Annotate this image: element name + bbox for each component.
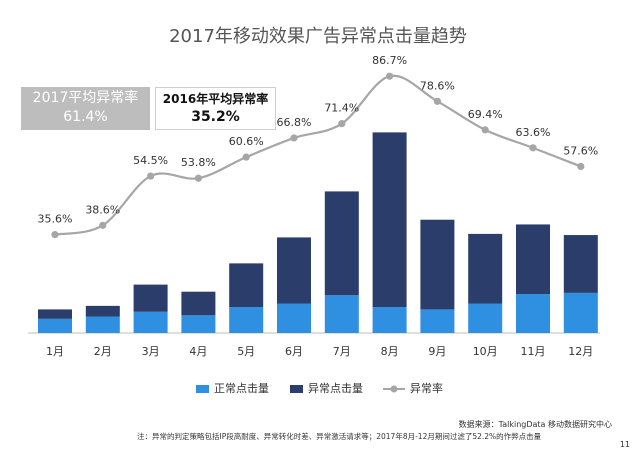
rate-label-6: 66.8% <box>277 116 312 129</box>
rate-label-7: 71.4% <box>324 102 359 115</box>
avg-2017-label: 2017平均异常率 <box>32 90 139 106</box>
bar-normal-10 <box>468 303 503 333</box>
bar-abnormal-2 <box>85 305 120 317</box>
rate-label-12: 57.6% <box>563 144 598 157</box>
x-tick-5: 5月 <box>237 345 255 358</box>
bar-normal-12 <box>563 292 598 333</box>
rate-label-11: 63.6% <box>516 126 551 139</box>
bar-abnormal-10 <box>468 233 503 304</box>
rate-point-3 <box>147 172 155 180</box>
bar-normal-8 <box>372 307 407 333</box>
bar-normal-4 <box>181 315 216 333</box>
x-tick-10: 10月 <box>473 345 498 358</box>
page-number: 11 <box>619 440 630 449</box>
legend-abnormal-label: 异常点击量 <box>308 382 363 395</box>
bars-group <box>38 132 598 333</box>
x-tick-3: 3月 <box>142 345 160 358</box>
rate-label-8: 86.7% <box>372 54 407 67</box>
bar-abnormal-12 <box>563 235 598 293</box>
note-text: 注：异常的判定策略包括IP段高耐度、异常转化时差、异常激活请求等；2017年8月… <box>137 432 542 441</box>
x-tick-1: 1月 <box>46 345 64 358</box>
x-tick-9: 9月 <box>428 345 446 358</box>
rate-label-3: 54.5% <box>133 154 168 167</box>
bar-abnormal-7 <box>324 191 359 296</box>
line-group: 35.6% 38.6% 54.5% 53.8% 60.6% 66.8% 71.4% 86.7%… <box>38 54 598 239</box>
x-tick-4: 4月 <box>189 345 207 358</box>
avg-2017-value: 61.4% <box>63 109 108 125</box>
avg-2017-box: 2017平均异常率 61.4% <box>21 87 150 130</box>
x-tick-6: 6月 <box>285 345 303 358</box>
chart-title: 2017年移动效果广告异常点击量趋势 <box>169 26 467 47</box>
rate-point-10 <box>481 126 489 134</box>
legend: 正常点击量 异常点击量 异常率 <box>196 381 443 395</box>
legend-rate-label: 异常率 <box>410 381 443 395</box>
x-tick-8: 8月 <box>381 345 399 358</box>
bar-abnormal-9 <box>420 219 455 310</box>
rate-point-4 <box>194 174 202 182</box>
rate-point-12 <box>577 162 585 171</box>
bar-normal-7 <box>324 295 359 333</box>
bar-normal-6 <box>277 303 311 333</box>
rate-point-7 <box>338 120 346 128</box>
rate-label-2: 38.6% <box>85 203 120 216</box>
rate-label-9: 78.6% <box>420 79 455 92</box>
bar-abnormal-5 <box>229 263 264 308</box>
rate-point-8 <box>386 72 394 80</box>
rate-point-1 <box>51 231 59 239</box>
bar-abnormal-11 <box>516 224 550 295</box>
legend-abnormal-swatch <box>290 385 303 393</box>
bar-abnormal-6 <box>277 237 311 304</box>
rate-label-5: 60.6% <box>229 135 264 148</box>
avg-2016-value: 35.2% <box>191 109 240 125</box>
bar-abnormal-4 <box>181 291 216 316</box>
rate-point-5 <box>242 153 250 161</box>
x-tick-2: 2月 <box>94 345 112 358</box>
rate-label-10: 69.4% <box>468 108 503 121</box>
rate-point-2 <box>99 221 107 229</box>
bar-normal-1 <box>38 318 72 333</box>
legend-rate-marker <box>390 385 398 393</box>
bar-normal-3 <box>133 311 168 333</box>
x-tick-7: 7月 <box>333 345 351 358</box>
legend-normal-swatch <box>196 385 209 393</box>
rate-point-11 <box>529 144 537 152</box>
legend-normal-label: 正常点击量 <box>214 382 269 395</box>
rate-label-4: 53.8% <box>181 156 216 169</box>
x-tick-12: 12月 <box>568 345 593 358</box>
bar-normal-5 <box>229 307 264 333</box>
bar-abnormal-8 <box>372 132 407 308</box>
avg-2016-label: 2016年平均异常率 <box>162 92 269 106</box>
rate-point-9 <box>433 97 441 105</box>
bar-normal-11 <box>516 294 550 333</box>
bar-abnormal-1 <box>38 309 72 319</box>
bar-abnormal-3 <box>133 284 168 312</box>
source-text: 数据来源：TalkingData 移动数据研究中心 <box>458 420 612 429</box>
bar-normal-9 <box>420 309 455 333</box>
rate-point-6 <box>290 134 298 142</box>
bar-normal-2 <box>85 316 120 333</box>
rate-label-1: 35.6% <box>38 213 73 226</box>
x-tick-labels: 1月 2月 3月 4月 5月 6月 7月 8月 9月 10月 11月 12月 <box>46 345 593 358</box>
avg-2016-box: 2016年平均异常率 35.2% <box>155 87 276 130</box>
x-tick-11: 11月 <box>521 345 546 358</box>
